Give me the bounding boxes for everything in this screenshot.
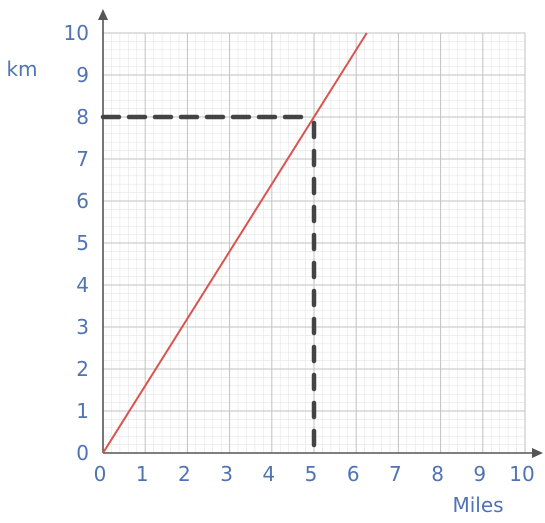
y-axis-label: km [6, 57, 37, 81]
y-tick-label: 3 [76, 315, 89, 339]
x-tick-label: 6 [347, 462, 360, 486]
y-tick-labels: 0 1 2 3 4 5 6 7 8 9 10 [64, 21, 89, 465]
x-axis-arrow [532, 448, 543, 458]
y-tick-label: 7 [76, 147, 89, 171]
x-tick-label: 7 [389, 462, 402, 486]
x-tick-label: 0 [94, 462, 107, 486]
series-layer [102, 32, 368, 454]
y-tick-label: 0 [76, 441, 89, 465]
y-tick-label: 6 [76, 189, 89, 213]
x-axis-label: Miles [452, 493, 503, 517]
x-tick-label: 4 [262, 462, 275, 486]
y-tick-label: 9 [76, 63, 89, 87]
y-tick-label: 2 [76, 357, 89, 381]
x-tick-labels: 0 1 2 3 4 5 6 7 8 9 10 [94, 462, 535, 486]
x-tick-label: 10 [509, 462, 534, 486]
x-tick-label: 5 [305, 462, 318, 486]
x-tick-label: 8 [431, 462, 444, 486]
x-tick-label: 3 [220, 462, 233, 486]
x-tick-label: 1 [136, 462, 149, 486]
y-tick-label: 5 [76, 231, 89, 255]
y-tick-label: 8 [76, 105, 89, 129]
y-axis-arrow [98, 9, 108, 20]
y-tick-label: 10 [64, 21, 89, 45]
y-tick-label: 4 [76, 273, 89, 297]
y-tick-label: 1 [76, 399, 89, 423]
x-tick-label: 2 [178, 462, 191, 486]
axes [98, 9, 543, 458]
x-tick-label: 9 [473, 462, 486, 486]
dashed-guides [100, 114, 317, 456]
conversion-line [102, 32, 368, 454]
